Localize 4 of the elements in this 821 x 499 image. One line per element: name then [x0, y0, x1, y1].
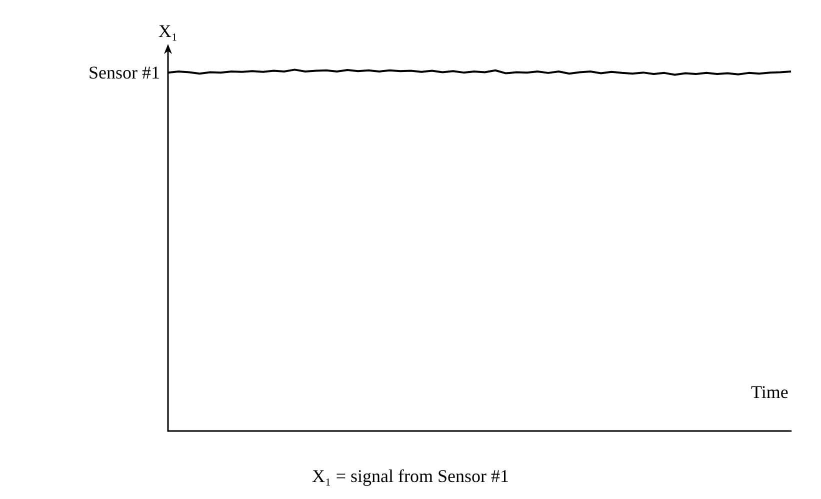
text: X₁ = signal from Sensor #1	[312, 466, 509, 486]
x-axis-title: Time	[751, 382, 788, 402]
y-axis-title: X₁	[158, 21, 178, 41]
text: Sensor #1	[88, 62, 160, 83]
